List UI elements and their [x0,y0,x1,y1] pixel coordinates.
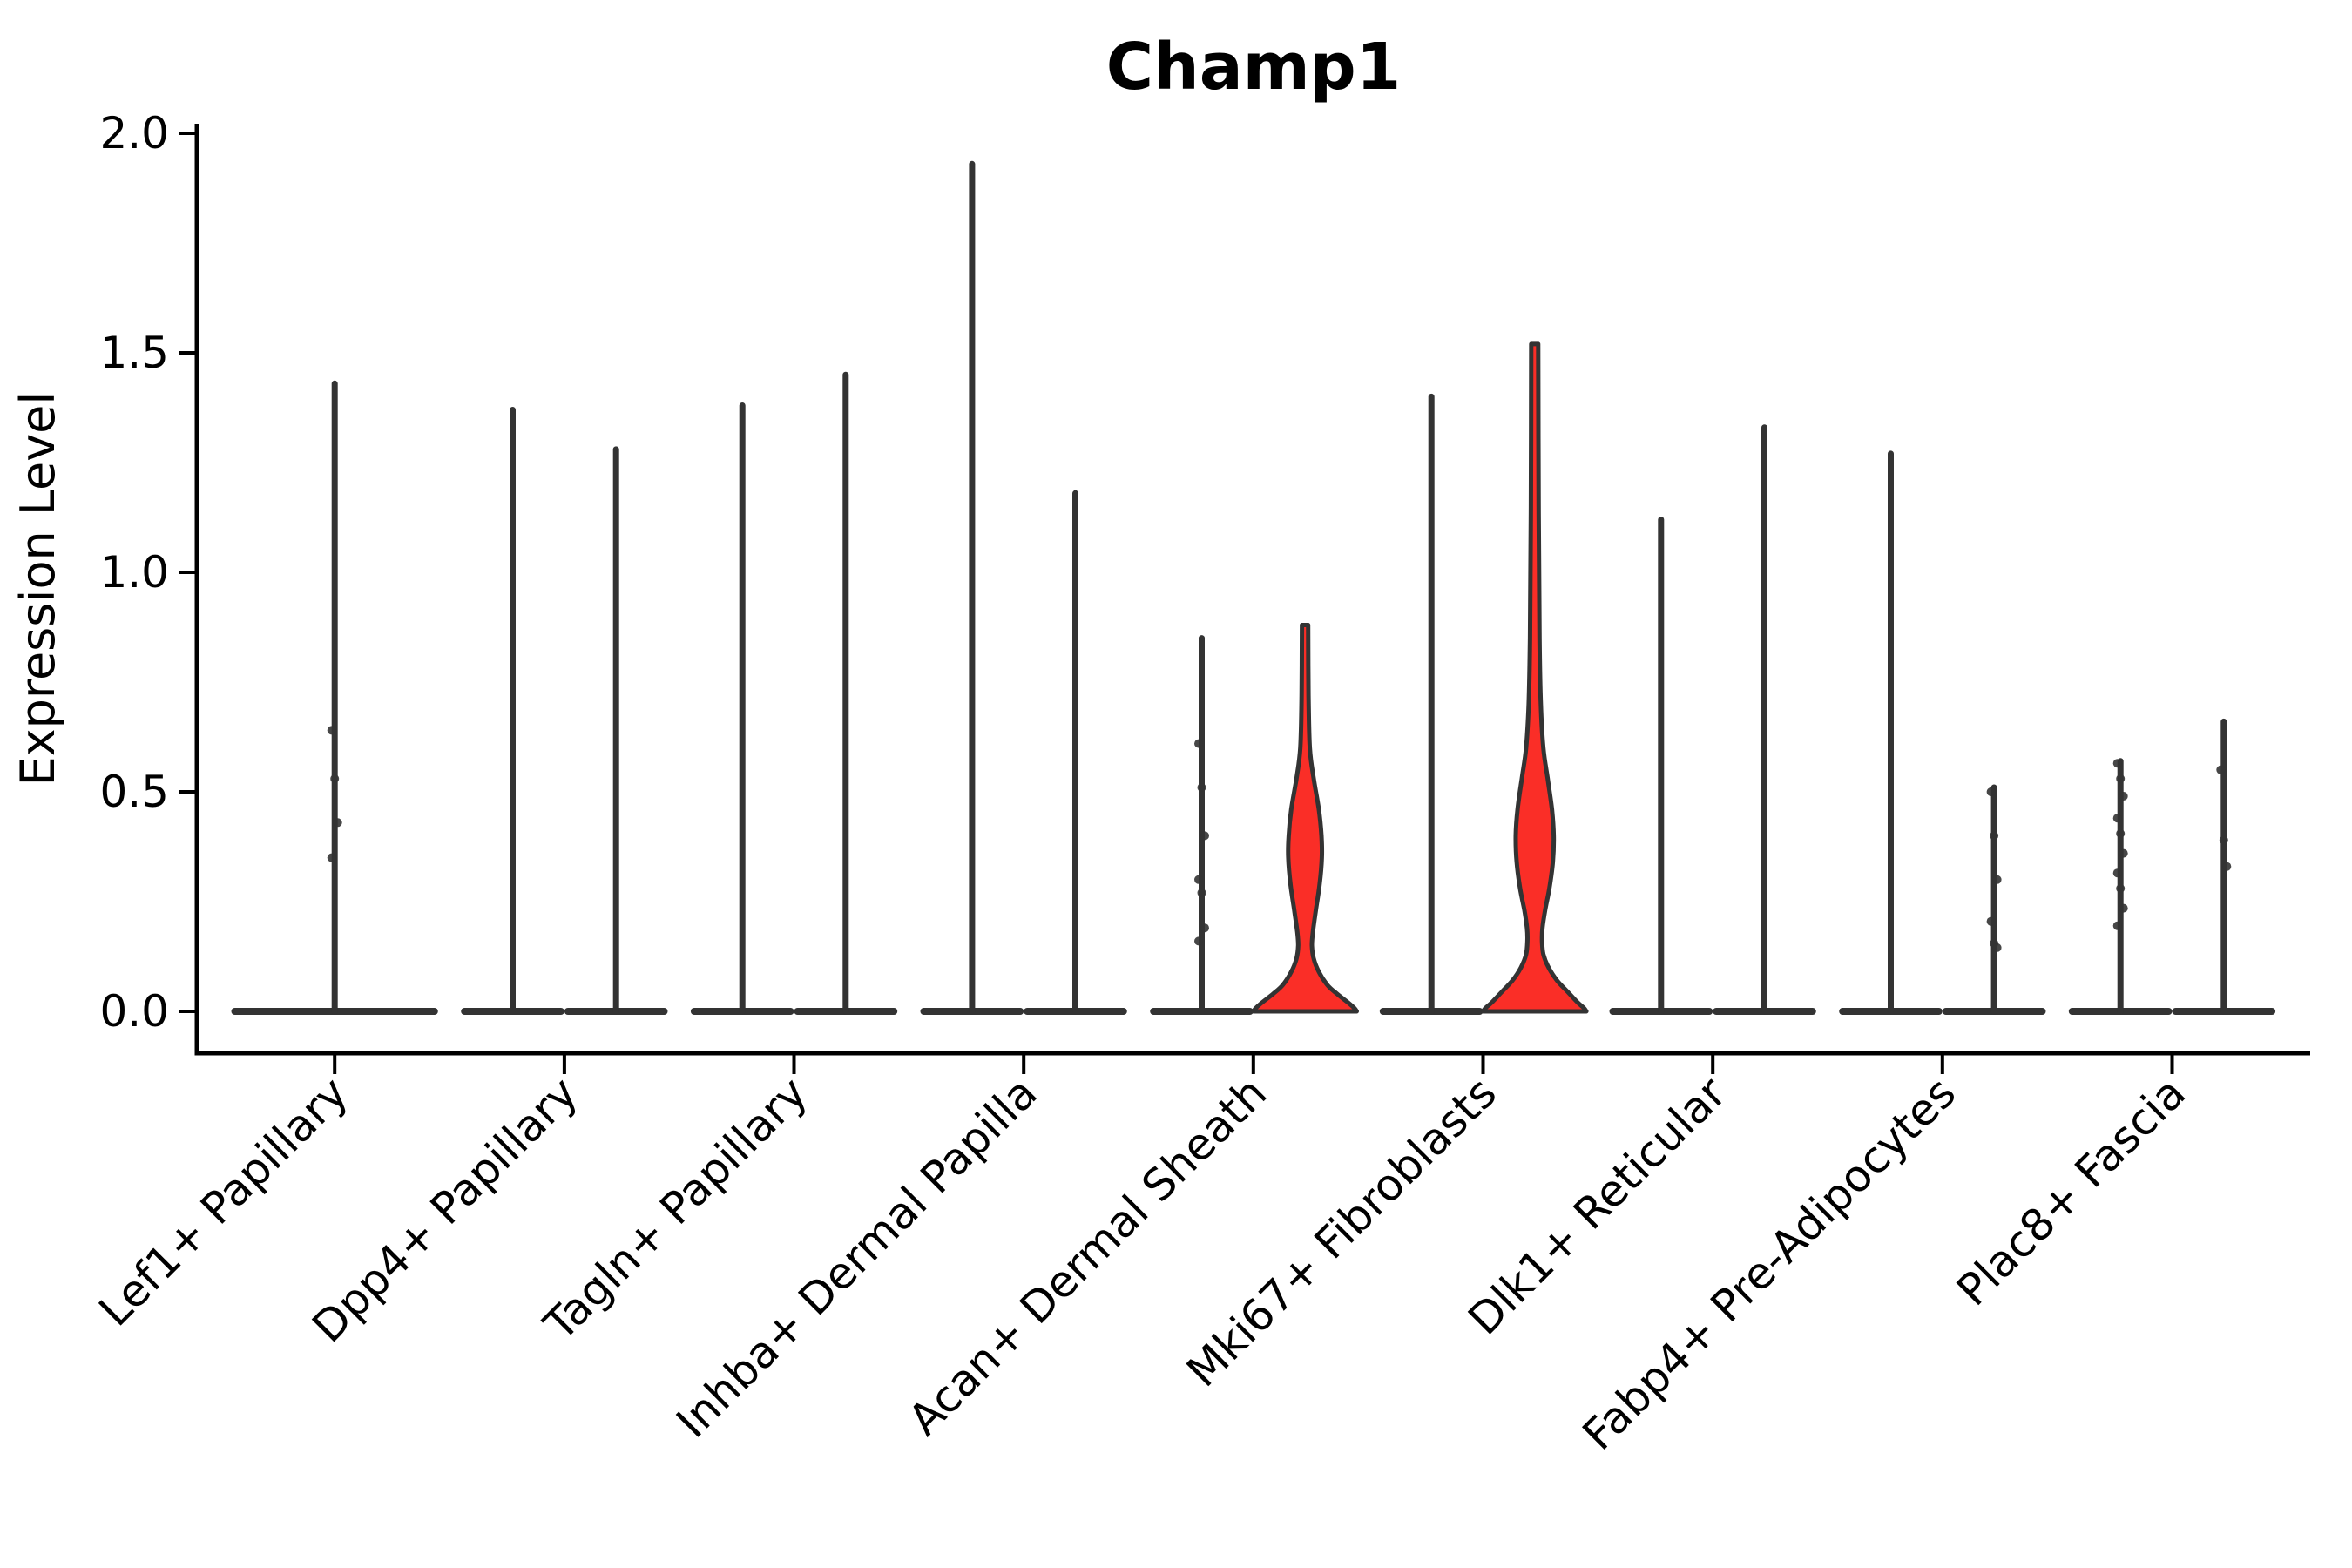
violin-shape-highlight [1251,623,1359,1014]
jitter-dot [2119,792,2128,801]
jitter-dot [2219,835,2228,845]
jitter-dot [1986,916,1996,926]
jitter-dot [2222,862,2232,871]
jitter-dot [2112,921,2122,930]
jitter-dot [1197,783,1206,792]
jitter-dot [2116,883,2126,893]
jitter-dot [1992,943,2002,952]
jitter-dot [327,853,336,862]
jitter-dot [2116,774,2126,783]
x-axis-label: Fabp4+ Pre-Adipocytes [1573,1067,1966,1460]
y-tick-label: 0.5 [99,767,169,817]
jitter-dot [1990,831,1999,841]
jitter-dot [2119,903,2128,913]
jitter-dot [1986,787,1996,796]
y-axis-label: Expression Level [10,392,65,787]
jitter-dot [1200,831,1209,841]
jitter-dot [2112,868,2122,878]
chart-title: Champ1 [1106,30,1402,105]
y-tick-label: 1.0 [99,547,169,598]
x-axis-label: Lef1+ Papillary [90,1067,358,1335]
jitter-dot [1197,888,1206,897]
jitter-dot [333,818,342,828]
jitter-dot [1992,875,2002,884]
jitter-dot [2216,765,2226,774]
jitter-dot [327,726,336,735]
y-tick-label: 1.5 [99,328,169,378]
jitter-dot [1200,923,1209,933]
violin-shape-highlight [1481,341,1589,1014]
jitter-dot [2112,759,2122,768]
jitter-dot [2116,828,2126,838]
jitter-dot [2119,848,2128,858]
jitter-dot [1194,936,1203,946]
y-tick-label: 0.0 [99,986,169,1037]
x-axis-label: Plac8+ Fascia [1947,1067,2195,1315]
jitter-dot [2112,814,2122,823]
jitter-dot [1194,875,1203,884]
y-tick-label: 2.0 [99,108,169,159]
jitter-dot [1194,739,1203,748]
jitter-dot [330,774,340,783]
